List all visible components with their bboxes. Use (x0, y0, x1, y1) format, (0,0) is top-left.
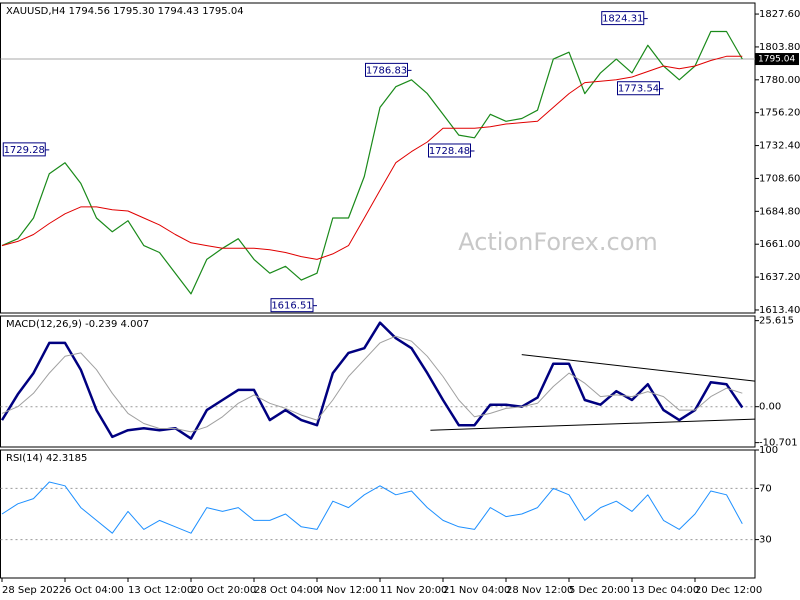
x-tick-label: 28 Nov 12:00 (506, 585, 573, 596)
x-tick-label: 13 Dec 04:00 (632, 585, 699, 596)
annotation-box (617, 81, 660, 96)
x-tick-label: 11 Nov 20:00 (380, 585, 447, 596)
series-line (1, 481, 743, 534)
y-tick-label: 1684.80 (759, 206, 800, 217)
x-tick-label: 20 Dec 12:00 (695, 585, 762, 596)
annotation-label: 1729.28 (4, 145, 45, 156)
x-tick-label: 13 Oct 12:00 (128, 585, 193, 596)
y-tick-label: 1756.20 (759, 108, 800, 119)
annotation-label: 1616.51 (271, 301, 312, 312)
annotation-label: 1786.83 (366, 65, 407, 76)
y-tick-label: 1613.40 (759, 305, 800, 316)
annotation-box (270, 298, 314, 313)
watermark: ActionForex.com (458, 228, 658, 256)
annotation-label: 1824.31 (602, 14, 643, 25)
y-tick-label: 1732.40 (759, 141, 800, 152)
x-tick-label: 28 Sep 2022 (2, 585, 65, 596)
x-tick-label: 5 Dec 20:00 (569, 585, 630, 596)
series-line (0, 321, 744, 440)
x-tick-label: 6 Oct 04:00 (65, 585, 124, 596)
y-tick-label: 0.00 (759, 402, 781, 413)
y-tick-label: 1827.60 (759, 9, 800, 20)
series-line (1, 335, 743, 433)
annotation-box (601, 11, 645, 26)
current-price-label: 1795.04 (758, 55, 795, 65)
panel-title: MACD(12,26,9) -0.239 4.007 (6, 319, 149, 330)
x-tick-label: 21 Nov 04:00 (443, 585, 510, 596)
panel-frame (0, 449, 756, 579)
annotation-box (2, 142, 46, 157)
x-tick-label: 28 Oct 04:00 (254, 585, 319, 596)
y-tick-label: 1708.60 (759, 173, 800, 184)
y-tick-label: 1803.80 (759, 42, 800, 53)
panel-title: XAUUSD,H4 1794.56 1795.30 1794.43 1795.0… (6, 6, 244, 17)
trendline (430, 418, 755, 431)
y-tick-label: 1661.00 (759, 239, 800, 250)
y-tick-label: 70 (759, 483, 772, 494)
annotation-label: 1773.54 (618, 84, 659, 95)
panel-title: RSI(14) 42.3185 (6, 453, 87, 464)
y-tick-label: -10.701 (759, 438, 798, 449)
x-tick-label: 20 Oct 20:00 (191, 585, 256, 596)
y-tick-label: 30 (759, 535, 772, 546)
x-tick-label: 4 Nov 12:00 (317, 585, 378, 596)
y-tick-label: 25.615 (759, 316, 794, 327)
annotation-box (428, 143, 471, 158)
current-price-badge (755, 53, 799, 66)
trendline (521, 354, 755, 382)
panel-frame (0, 315, 756, 448)
y-tick-label: 1780.00 (759, 75, 800, 86)
series-line (1, 55, 743, 260)
series-line (1, 30, 743, 295)
y-tick-label: 100 (759, 445, 778, 456)
y-tick-label: 1637.20 (759, 272, 800, 283)
panel-frame (0, 2, 756, 314)
annotation-box (365, 62, 408, 77)
annotation-label: 1728.48 (429, 146, 470, 157)
